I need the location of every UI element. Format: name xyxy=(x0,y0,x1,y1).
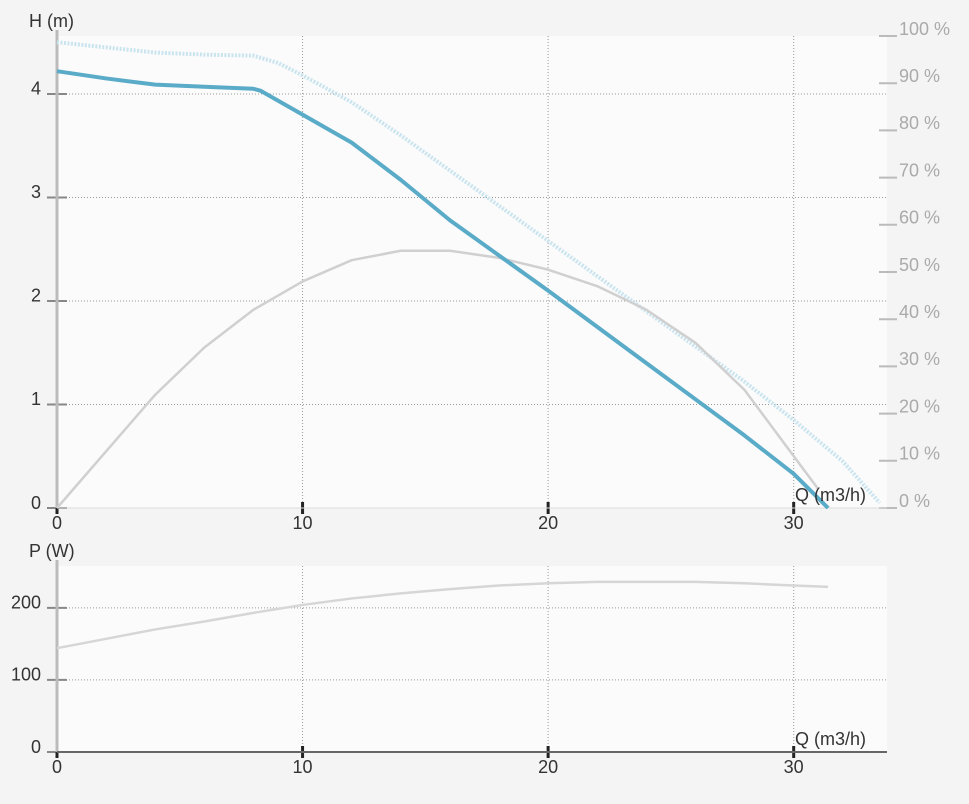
y2-tick-label: 50 % xyxy=(899,255,940,275)
y2-tick-label: 100 % xyxy=(899,19,950,39)
x-tick-label: 0 xyxy=(52,513,62,533)
y2-tick-label: 90 % xyxy=(899,66,940,86)
y-tick-label: 0 xyxy=(31,737,41,757)
y-tick-label: 0 xyxy=(31,493,41,513)
series-line xyxy=(56,69,830,510)
y-tick-label: 100 xyxy=(11,665,41,685)
y-axis-title: H (m) xyxy=(29,11,74,31)
x-tick-label: 30 xyxy=(784,513,804,533)
x-tick-label: 20 xyxy=(538,757,558,777)
x-tick-label: 10 xyxy=(293,757,313,777)
y2-tick-label: 80 % xyxy=(899,113,940,133)
y-tick-label: 4 xyxy=(31,79,41,99)
y2-tick-label: 0 % xyxy=(899,491,930,511)
y-tick-label: 2 xyxy=(31,286,41,306)
x-axis-title: Q (m3/h) xyxy=(795,485,866,505)
y2-tick-label: 60 % xyxy=(899,208,940,228)
x-axis-title: Q (m3/h) xyxy=(795,729,866,749)
series-line xyxy=(56,40,882,505)
x-tick-label: 0 xyxy=(52,757,62,777)
plot-area xyxy=(57,36,887,508)
y2-tick-label: 30 % xyxy=(899,349,940,369)
y-tick-label: 3 xyxy=(31,182,41,202)
y2-tick-label: 70 % xyxy=(899,160,940,180)
y2-tick-label: 20 % xyxy=(899,396,940,416)
y2-tick-label: 10 % xyxy=(899,444,940,464)
x-tick-label: 30 xyxy=(784,757,804,777)
plot-area xyxy=(57,566,887,752)
y-tick-label: 200 xyxy=(11,593,41,613)
x-tick-label: 20 xyxy=(538,513,558,533)
series-line xyxy=(56,249,820,509)
y2-tick-label: 40 % xyxy=(899,302,940,322)
x-tick-label: 10 xyxy=(293,513,313,533)
y-tick-label: 1 xyxy=(31,389,41,409)
series-line xyxy=(56,580,829,650)
y-axis-title: P (W) xyxy=(29,541,75,561)
